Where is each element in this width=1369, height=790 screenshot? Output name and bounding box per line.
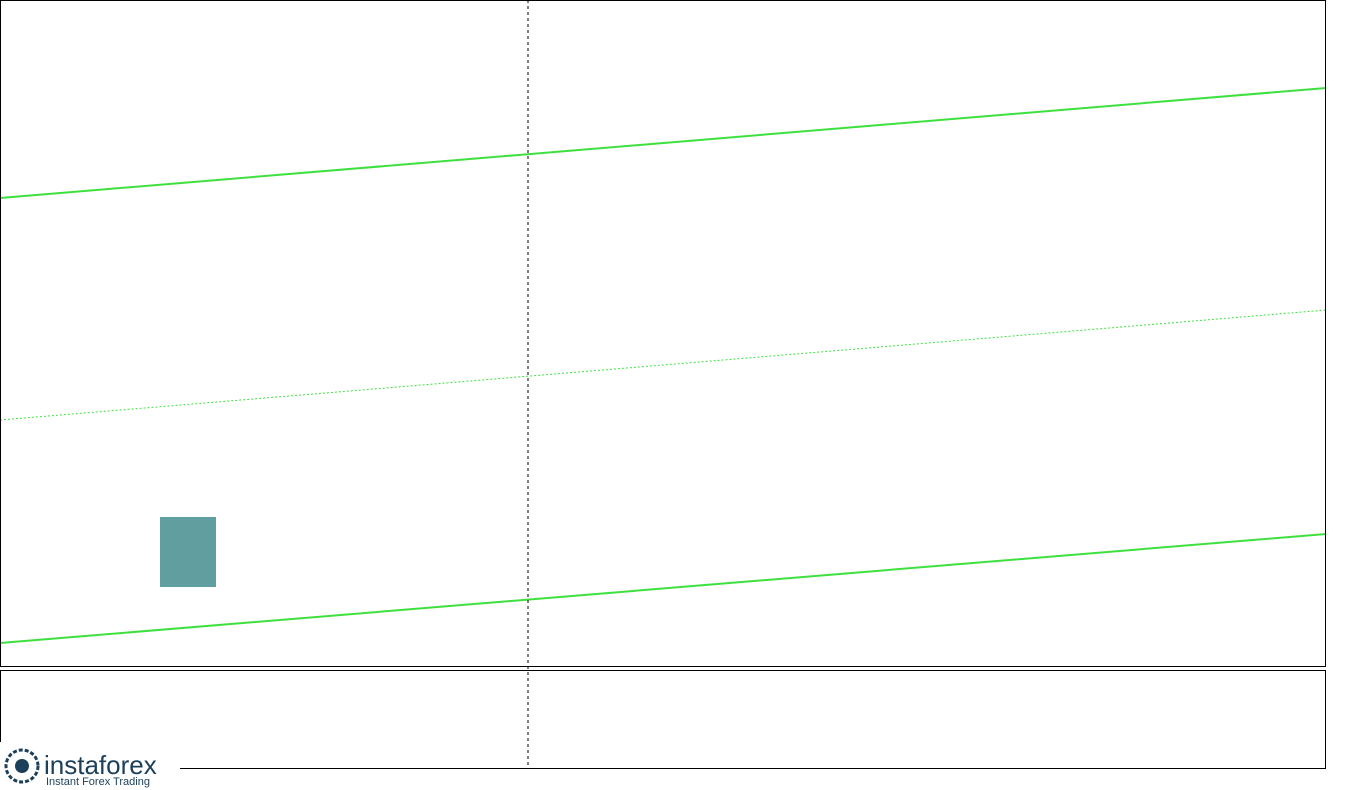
trend-line (0, 533, 1327, 644)
logo-bg (0, 742, 180, 790)
logo-icon (4, 748, 40, 784)
logo-name: instaforex (44, 750, 157, 780)
logo: instaforex Instant Forex Trading (0, 742, 180, 790)
trend-line (0, 87, 1327, 199)
macd-frame (0, 670, 1326, 769)
logo-icon (15, 759, 29, 773)
trend-line (0, 309, 1327, 421)
main-frame (0, 0, 1326, 667)
logo-tagline: Instant Forex Trading (46, 776, 150, 788)
highlight-box (160, 517, 216, 587)
